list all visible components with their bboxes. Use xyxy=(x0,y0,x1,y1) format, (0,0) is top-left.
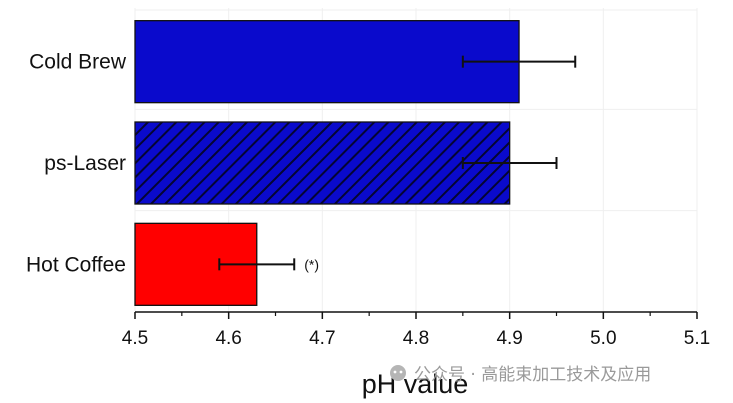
category-label: Hot Coffee xyxy=(26,253,126,276)
x-tick-label: 4.5 xyxy=(122,328,148,349)
bar xyxy=(134,121,511,205)
x-axis: 4.5 4.6 4.7 4.8 4.9 5.0 5.1 xyxy=(122,311,710,349)
watermark: 公众号 · 高能束加工技术及应用 xyxy=(390,365,651,385)
significance-annotation: (*) xyxy=(304,256,319,272)
category-label: Cold Brew xyxy=(29,51,127,74)
watermark-text: 公众号 · 高能束加工技术及应用 xyxy=(414,365,651,385)
x-tick-label: 4.7 xyxy=(309,328,335,349)
category-label: ps-Laser xyxy=(44,152,126,175)
bar xyxy=(134,20,520,104)
category-labels: Cold Brew ps-Laser Hot Coffee xyxy=(26,51,127,277)
x-tick-label: 5.0 xyxy=(590,328,616,349)
bars: (*) xyxy=(134,20,577,306)
wechat-icon xyxy=(390,365,406,381)
x-tick-label: 5.1 xyxy=(684,328,710,349)
x-axis-title: pH value xyxy=(362,369,469,399)
x-tick-label: 4.8 xyxy=(403,328,429,349)
x-tick-label: 4.9 xyxy=(496,328,522,349)
x-tick-label: 4.6 xyxy=(215,328,241,349)
